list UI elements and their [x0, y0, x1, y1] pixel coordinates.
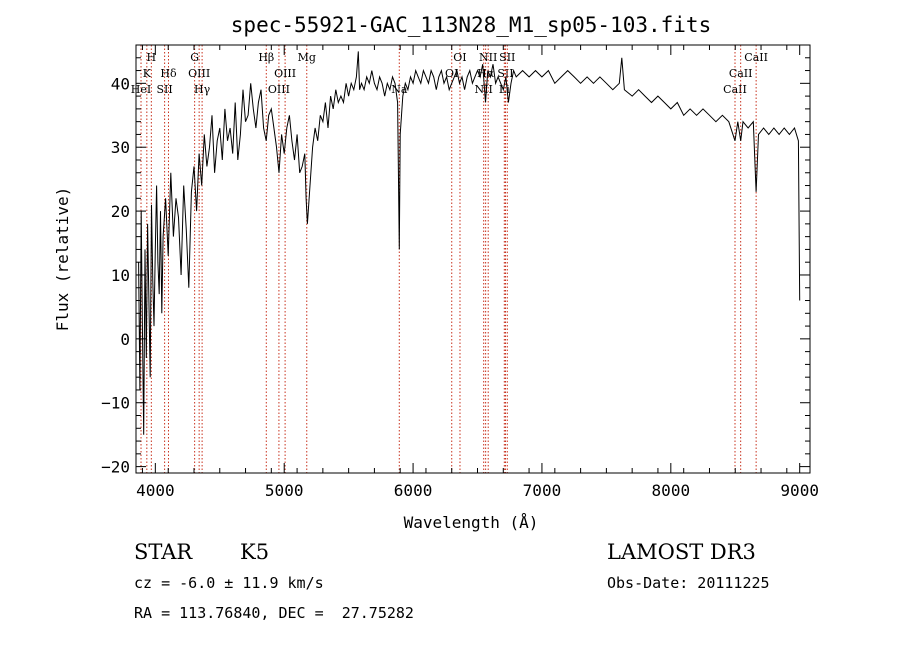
emission-line-markers: HeIKHSIIHδGOIIIHγHβOIIIOIIIMgNaOIOINIIHα…: [131, 45, 768, 473]
line-label-sii: SII: [499, 51, 515, 64]
chart-title: spec-55921-GAC_113N28_M1_sp05-103.fits: [231, 13, 711, 37]
x-axis-label: Wavelength (Å): [404, 513, 539, 532]
plot-frame: [135, 44, 811, 474]
line-label-caii: CaII: [723, 83, 747, 96]
line-label-nii: NII: [475, 83, 493, 96]
x-tick-label: 9000: [780, 481, 819, 500]
line-label-sii: SII: [156, 83, 172, 96]
line-label-oi: OI: [453, 51, 466, 64]
x-tick-label: 8000: [652, 481, 691, 500]
redshift-cz: cz = -6.0 ± 11.9 km/s: [134, 574, 324, 592]
line-label-hei: HeI: [131, 83, 151, 96]
line-label-oi: OI: [445, 67, 458, 80]
object-subclass: K5: [240, 540, 270, 564]
y-tick-label: −10: [101, 394, 130, 413]
line-label-oiii: OIII: [274, 67, 296, 80]
line-label-g: G: [190, 51, 199, 64]
y-tick-label: 10: [111, 266, 130, 285]
y-tick-label: 20: [111, 202, 130, 221]
ra-dec-coordinates: RA = 113.76840, DEC = 27.75282: [134, 604, 414, 622]
line-label-hβ: Hβ: [258, 51, 274, 64]
line-label-k: K: [143, 67, 152, 80]
line-label-oiii: OIII: [188, 67, 210, 80]
y-tick-label: 30: [111, 138, 130, 157]
line-label-sii: SII: [497, 67, 513, 80]
x-tick-label: 4000: [136, 481, 175, 500]
x-tick-label: 7000: [523, 481, 562, 500]
y-tick-label: 0: [120, 330, 130, 349]
line-label-mg: Mg: [298, 51, 316, 64]
line-label-caii: CaII: [744, 51, 768, 64]
axis-ticks: 4000 5000 6000 7000 8000 9000 −20 −10 0 10 20 30 40: [101, 45, 819, 500]
y-tick-label: 40: [111, 74, 130, 93]
y-tick-label: −20: [101, 458, 130, 477]
observation-date: Obs-Date: 20111225: [607, 574, 770, 592]
line-label-h: H: [147, 51, 157, 64]
line-label-hγ: Hγ: [194, 83, 211, 96]
line-label-oiii: OIII: [268, 83, 290, 96]
line-label-hδ: Hδ: [160, 67, 177, 80]
line-label-nii: NII: [479, 51, 497, 64]
spectrum-line: [138, 51, 801, 435]
y-axis-label: Flux (relative): [53, 187, 72, 332]
x-tick-label: 6000: [394, 481, 433, 500]
survey-name: LAMOST DR3: [607, 540, 756, 564]
object-class: STAR: [134, 540, 193, 564]
x-tick-label: 5000: [265, 481, 304, 500]
line-label-caii: CaII: [729, 67, 753, 80]
line-label-li: Li: [499, 83, 510, 96]
